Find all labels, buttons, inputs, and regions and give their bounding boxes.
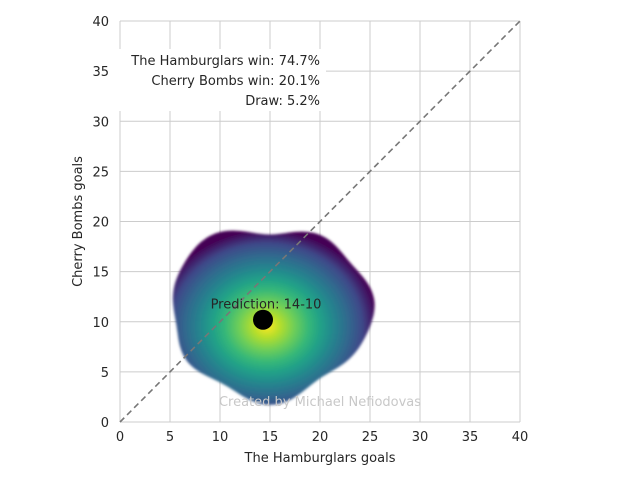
prediction-label: Prediction: 14-10	[211, 298, 322, 313]
reference-diagonal-line	[119, 20, 521, 423]
tick-labels: 0 5 10 15 20 25 30 35 40 0 5 10 15 20 25 30 35 40	[92, 15, 528, 445]
watermark: Created by Michael Nefiodovas	[219, 395, 421, 410]
y-tick-label-5: 25	[92, 165, 109, 180]
density-blob	[172, 230, 375, 405]
x-tick-label-6: 30	[412, 430, 429, 445]
x-tick-label-2: 10	[212, 430, 229, 445]
y-tick-label-2: 10	[92, 316, 109, 331]
y-tick-label-4: 20	[92, 216, 109, 231]
y-tick-label-1: 5	[101, 366, 109, 381]
x-tick-label-5: 25	[362, 430, 379, 445]
annotation-background	[116, 49, 326, 111]
y-tick-label-6: 30	[92, 115, 109, 130]
x-tick-label-1: 5	[166, 430, 174, 445]
x-axis-label: The Hamburglars goals	[244, 451, 396, 466]
y-tick-label-7: 35	[92, 65, 109, 80]
x-tick-label-8: 40	[512, 430, 529, 445]
y-tick-label-8: 40	[92, 15, 109, 30]
y-axis-label: Cherry Bombs goals	[71, 156, 86, 287]
x-tick-label-3: 15	[262, 430, 279, 445]
annotation-home-win: The Hamburglars win: 74.7%	[130, 54, 320, 69]
annotation-draw: Draw: 5.2%	[245, 94, 320, 109]
y-tick-label-3: 15	[92, 266, 109, 281]
outcome-annotations: The Hamburglars win: 74.7% Cherry Bombs …	[116, 49, 326, 111]
x-tick-label-4: 20	[312, 430, 329, 445]
x-tick-label-7: 35	[462, 430, 479, 445]
prediction-point	[253, 309, 273, 330]
y-tick-label-0: 0	[101, 416, 109, 431]
x-tick-label-0: 0	[116, 430, 124, 445]
annotation-away-win: Cherry Bombs win: 20.1%	[151, 74, 320, 89]
